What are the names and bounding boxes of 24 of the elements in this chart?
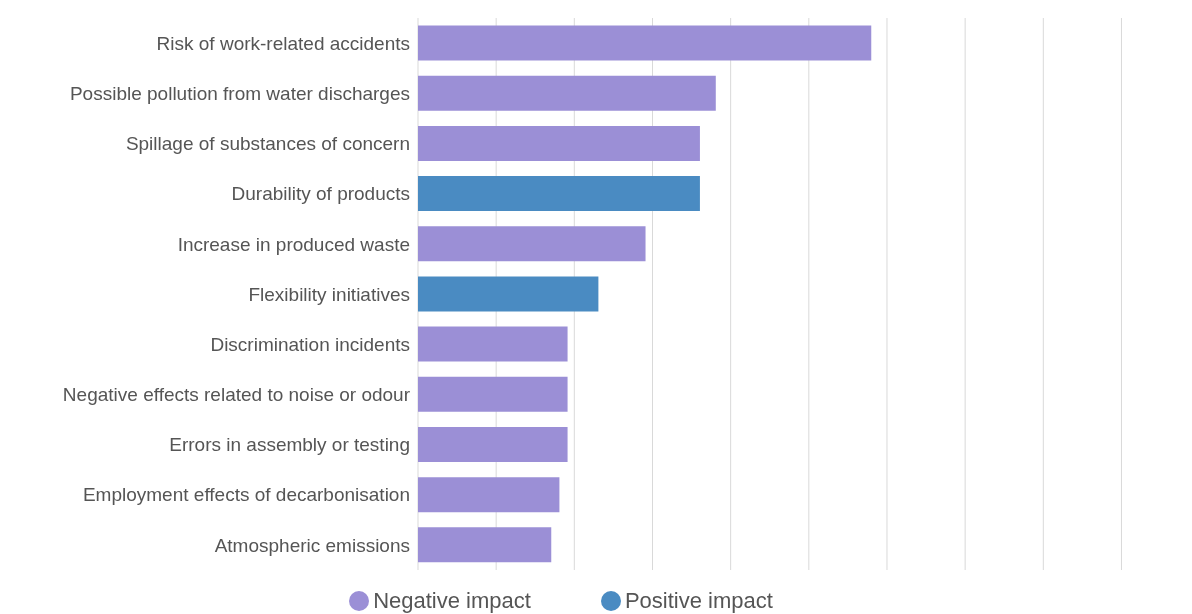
y-tick-label: Flexibility initiatives bbox=[248, 283, 410, 305]
y-tick-label: Errors in assembly or testing bbox=[169, 434, 410, 456]
bar bbox=[418, 527, 552, 563]
bar bbox=[418, 426, 568, 462]
y-tick-label: Risk of work-related accidents bbox=[156, 32, 410, 54]
y-tick-label: Negative effects related to noise or odour bbox=[62, 384, 411, 406]
bar bbox=[418, 326, 568, 362]
y-tick-label: Employment effects of decarbonisation bbox=[82, 484, 410, 506]
y-tick-label: Durability of products bbox=[231, 183, 410, 205]
y-tick-label: Atmospheric emissions bbox=[214, 534, 410, 556]
bar bbox=[418, 25, 872, 61]
bar bbox=[418, 276, 599, 312]
bar bbox=[418, 125, 700, 161]
bar bbox=[418, 477, 560, 513]
y-tick-label: Discrimination incidents bbox=[210, 333, 410, 355]
y-tick-label: Spillage of substances of concern bbox=[125, 133, 410, 155]
bar bbox=[418, 376, 568, 412]
legend-label: Positive impact bbox=[624, 588, 773, 613]
bar bbox=[418, 176, 700, 212]
bar bbox=[418, 75, 716, 111]
y-tick-label: Increase in produced waste bbox=[177, 233, 410, 255]
legend-label: Negative impact bbox=[373, 588, 531, 613]
y-tick-label: Possible pollution from water discharges bbox=[69, 83, 410, 105]
bar bbox=[418, 226, 646, 262]
